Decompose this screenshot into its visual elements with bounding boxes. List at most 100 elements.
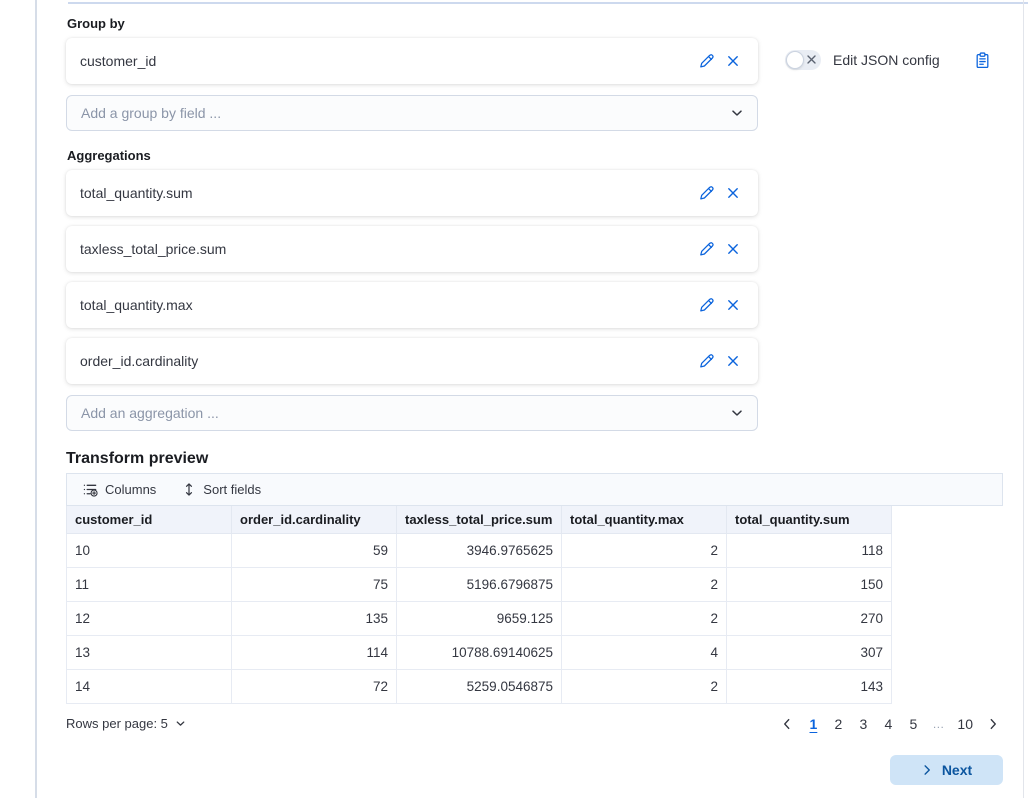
next-page-button[interactable] xyxy=(983,714,1003,734)
add-aggregation-select[interactable]: Add an aggregation ... xyxy=(66,395,758,431)
sort-fields-button[interactable]: Sort fields xyxy=(182,482,261,497)
cross-icon xyxy=(728,300,738,310)
pagination-page-2[interactable]: 2 xyxy=(834,715,843,732)
aggregation-item-label: order_id.cardinality xyxy=(80,353,199,369)
chevron-right-icon xyxy=(921,764,933,776)
grid-column-header[interactable]: taxless_total_price.sum xyxy=(396,506,562,534)
delete-group-by-button[interactable] xyxy=(720,49,746,73)
aggregation-item: order_id.cardinality xyxy=(66,338,758,384)
copy-config-button[interactable] xyxy=(970,48,996,72)
pencil-icon xyxy=(700,298,714,312)
edit-aggregation-button[interactable] xyxy=(694,349,720,373)
grid-row: 10 59 3946.9765625 2 118 xyxy=(66,532,892,568)
rows-per-page-label: Rows per page: 5 xyxy=(66,716,168,731)
grid-cell: 2 xyxy=(561,600,727,636)
delete-aggregation-button[interactable] xyxy=(720,349,746,373)
grid-cell: 5196.6796875 xyxy=(396,566,562,602)
aggregation-item-label: total_quantity.max xyxy=(80,297,193,313)
pagination: 1 2 3 4 5 … 10 xyxy=(777,714,1003,734)
grid-column-header[interactable]: order_id.cardinality xyxy=(231,506,397,534)
grid-toolbar: Columns Sort fields xyxy=(66,473,1003,506)
grid-cell: 12 xyxy=(66,600,232,636)
grid-column-header[interactable]: total_quantity.sum xyxy=(726,506,892,534)
chevron-right-icon xyxy=(986,717,1000,731)
grid-header-row: customer_id order_id.cardinality taxless_t… xyxy=(66,506,892,534)
toggle-off-icon xyxy=(806,54,817,65)
aggregations-list: total_quantity.sum taxless_total_price.s… xyxy=(66,170,758,394)
aggregation-item: total_quantity.max xyxy=(66,282,758,328)
transform-preview-title: Transform preview xyxy=(66,450,209,467)
sort-arrows-icon xyxy=(182,482,196,497)
aggregation-item-label: taxless_total_price.sum xyxy=(80,241,227,257)
pencil-icon xyxy=(700,354,714,368)
add-group-by-select[interactable]: Add a group by field ... xyxy=(66,95,758,131)
add-group-by-placeholder: Add a group by field ... xyxy=(81,105,222,121)
grid-cell: 2 xyxy=(561,566,727,602)
grid-cell: 307 xyxy=(726,634,892,670)
delete-aggregation-button[interactable] xyxy=(720,237,746,261)
edit-aggregation-button[interactable] xyxy=(694,181,720,205)
pencil-icon xyxy=(700,242,714,256)
delete-aggregation-button[interactable] xyxy=(720,181,746,205)
step-connector-line xyxy=(35,0,37,798)
grid-row: 14 72 5259.0546875 2 143 xyxy=(66,668,892,704)
pencil-icon xyxy=(700,54,714,68)
copy-clipboard-icon xyxy=(974,51,991,69)
toggle-thumb xyxy=(786,51,804,69)
pagination-page-5[interactable]: 5 xyxy=(909,715,918,732)
grid-cell: 143 xyxy=(726,668,892,704)
grid-cell: 75 xyxy=(231,566,397,602)
cross-icon xyxy=(728,244,738,254)
json-config-row: Edit JSON config xyxy=(785,48,996,72)
grid-cell: 3946.9765625 xyxy=(396,532,562,568)
columns-button-label: Columns xyxy=(105,482,157,497)
grid-column-header[interactable]: customer_id xyxy=(66,506,232,534)
chevron-left-icon xyxy=(780,717,794,731)
add-aggregation-placeholder: Add an aggregation ... xyxy=(81,405,219,421)
group-by-list: customer_id xyxy=(66,38,758,94)
grid-cell: 2 xyxy=(561,668,727,704)
aggregation-item: taxless_total_price.sum xyxy=(66,226,758,272)
edit-group-by-button[interactable] xyxy=(694,49,720,73)
grid-cell: 13 xyxy=(66,634,232,670)
grid-row: 12 135 9659.125 2 270 xyxy=(66,600,892,636)
group-by-item: customer_id xyxy=(66,38,758,84)
pagination-page-4[interactable]: 4 xyxy=(884,715,893,732)
transform-preview-section: Transform preview Columns xyxy=(66,450,1003,734)
grid-cell: 9659.125 xyxy=(396,600,562,636)
grid-column-header[interactable]: total_quantity.max xyxy=(561,506,727,534)
grid-cell: 4 xyxy=(561,634,727,670)
panel-edge-line xyxy=(1023,0,1024,798)
pagination-ellipsis: … xyxy=(932,716,945,731)
grid-cell: 72 xyxy=(231,668,397,704)
preview-data-grid: customer_id order_id.cardinality taxless_t… xyxy=(66,506,892,704)
grid-cell: 11 xyxy=(66,566,232,602)
edit-aggregation-button[interactable] xyxy=(694,293,720,317)
delete-aggregation-button[interactable] xyxy=(720,293,746,317)
pagination-page-3[interactable]: 3 xyxy=(859,715,868,732)
chevron-down-icon xyxy=(729,105,745,121)
edit-json-toggle[interactable] xyxy=(785,50,821,70)
grid-footer: Rows per page: 5 1 2 3 4 5 … 10 xyxy=(66,714,1003,734)
chevron-down-icon xyxy=(729,405,745,421)
grid-cell: 5259.0546875 xyxy=(396,668,562,704)
cross-icon xyxy=(728,356,738,366)
grid-cell: 2 xyxy=(561,532,727,568)
columns-list-icon xyxy=(83,482,98,497)
pagination-page-10[interactable]: 10 xyxy=(957,715,973,732)
grid-cell: 135 xyxy=(231,600,397,636)
pagination-page-1[interactable]: 1 xyxy=(809,715,818,732)
group-by-label: Group by xyxy=(67,16,125,31)
rows-per-page-button[interactable]: Rows per page: 5 xyxy=(66,716,187,731)
columns-button[interactable]: Columns xyxy=(83,482,156,497)
grid-cell: 14 xyxy=(66,668,232,704)
top-divider xyxy=(68,2,1028,4)
grid-row: 13 114 10788.69140625 4 307 xyxy=(66,634,892,670)
edit-aggregation-button[interactable] xyxy=(694,237,720,261)
aggregation-item-label: total_quantity.sum xyxy=(80,185,193,201)
cross-icon xyxy=(728,56,738,66)
aggregations-label: Aggregations xyxy=(67,148,151,163)
next-step-button[interactable]: Next xyxy=(890,755,1003,785)
previous-page-button[interactable] xyxy=(777,714,797,734)
